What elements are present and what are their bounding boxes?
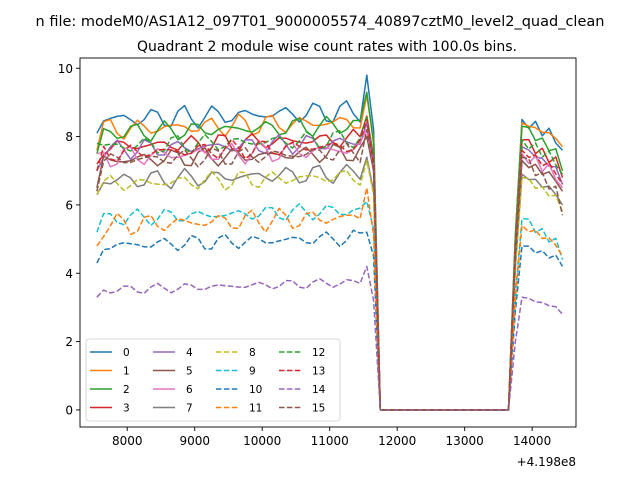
legend-label-15: 15: [312, 403, 325, 415]
x-tick-label: 13000: [446, 434, 484, 448]
figure-supertitle: n file: modeM0/AS1A12_097T01_9000005574_…: [36, 14, 605, 30]
y-tick-label: 4: [65, 267, 73, 281]
x-tick-label: 8000: [112, 434, 143, 448]
y-tick-label: 2: [65, 335, 73, 349]
y-tick-label: 6: [65, 198, 73, 212]
legend-label-13: 13: [312, 366, 325, 378]
legend-label-12: 12: [312, 347, 325, 359]
x-axis: 8000 9000 10000 11000 12000 13000 14000: [112, 427, 551, 448]
legend-label-14: 14: [312, 384, 326, 396]
legend-label-4: 4: [186, 347, 193, 359]
y-tick-label: 10: [58, 62, 73, 76]
x-axis-offset-label: +4.198e8: [517, 455, 576, 469]
legend-label-3: 3: [123, 403, 130, 415]
legend-label-6: 6: [186, 384, 193, 396]
legend-label-0: 0: [123, 347, 130, 359]
y-tick-label: 0: [65, 403, 73, 417]
legend-box: [85, 338, 341, 422]
plot-series: [96, 74, 564, 411]
y-axis: 0 2 4 6 8 10: [58, 62, 80, 417]
series-line-15: [96, 129, 564, 411]
x-tick-label: 14000: [513, 434, 551, 448]
y-tick-label: 8: [65, 130, 73, 144]
legend-label-10: 10: [249, 384, 262, 396]
legend-label-9: 9: [249, 366, 256, 378]
legend-label-2: 2: [123, 384, 130, 396]
legend-label-7: 7: [186, 403, 193, 415]
x-tick-label: 11000: [311, 434, 349, 448]
x-tick-label: 9000: [179, 434, 210, 448]
x-tick-label: 10000: [243, 434, 281, 448]
legend-label-8: 8: [249, 347, 256, 359]
legend-label-1: 1: [123, 366, 130, 378]
x-tick-label: 12000: [378, 434, 416, 448]
legend-label-11: 11: [249, 403, 262, 415]
legend-label-5: 5: [186, 366, 193, 378]
axes-frame: [79, 57, 577, 428]
chart-title: Quadrant 2 module wise count rates with …: [137, 39, 517, 55]
